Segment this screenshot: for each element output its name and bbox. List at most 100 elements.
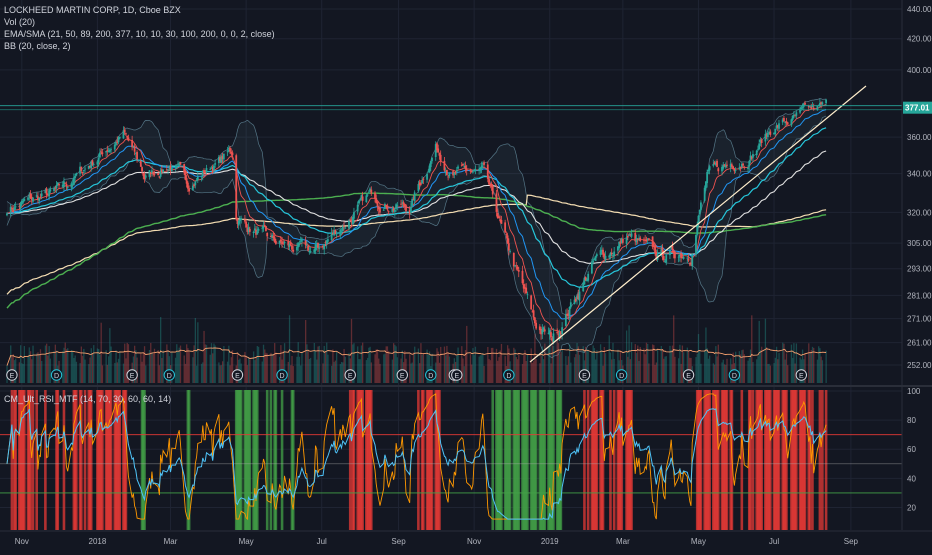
candle-body [298,242,301,244]
rsi-highlight-column [80,390,83,530]
event-marker-label: E [235,373,240,380]
candle-body [521,270,524,284]
volume-bar [22,364,24,383]
price-tick-label: 340.00 [907,170,932,179]
volume-bar [656,349,659,383]
event-marker-circle [425,369,437,381]
rsi-title[interactable]: CM_Ult_RSI_MTF (14, 70, 30, 60, 60, 14) [4,394,172,404]
candle-body [325,240,328,244]
candle-body [647,238,650,240]
candle-body [262,226,265,229]
candle-body [531,311,534,313]
candle-body [645,240,648,241]
candle-body [628,235,630,237]
candle-body [376,201,379,207]
time-tick-label: Sep [844,537,859,546]
volume-bar [334,360,337,383]
candle-body [514,265,516,267]
volume-bar [752,362,754,383]
volume-bar [115,350,117,383]
candle-body [576,296,578,300]
candle-body [324,242,327,243]
bb-upper [6,98,827,317]
rsi-highlight-column [101,390,104,530]
volume-bar [254,360,256,383]
candle-body [498,216,500,219]
candle-body [98,152,101,158]
volume-legend[interactable]: Vol (20) [4,17,36,27]
volume-bar [317,346,319,383]
volume-bar [291,355,293,383]
volume-bar [48,346,50,383]
volume-bar [463,366,465,383]
rsi-highlight-column [83,390,87,530]
event-marker: D [163,369,175,381]
candle-body [365,195,368,203]
candle-body [19,203,22,209]
candle-body [13,207,16,211]
ema-89-line [6,150,827,264]
volume-bar [214,345,216,383]
rsi-highlight-column [352,390,356,530]
volume-bar [695,357,697,383]
rsi-highlight-column [708,390,711,530]
rsi-highlight-column [109,390,113,530]
candle-body [108,149,111,152]
volume-bar [19,345,22,383]
symbol-title[interactable]: LOCKHEED MARTIN CORP, 1D, Cboe BZX [4,5,181,15]
volume-bar [758,320,760,383]
candle-body [12,207,15,211]
volume-bar [524,350,526,383]
candle-body [49,189,52,192]
volume-bar [184,363,187,383]
candle-body [509,251,511,252]
ema-10-line [6,104,827,333]
event-marker: D [50,369,63,381]
candle-body [387,211,390,213]
volume-bar [395,346,397,383]
candle-body [490,183,493,187]
candle-body [367,192,370,194]
candle-body [44,190,47,194]
candle-body [122,130,125,139]
candle-body [96,161,99,165]
volume-bar [647,343,649,383]
rsi-highlight-column [803,390,807,530]
candle-body [717,168,720,172]
volume-bar [783,343,785,383]
candle-body [512,252,515,267]
rsi-highlight-column [740,390,744,530]
volume-bar [192,357,194,383]
volume-bar [446,345,448,383]
rsi-highlight-column [517,390,521,530]
volume-bar [236,353,239,383]
candle-body [240,218,243,220]
volume-bar [774,357,776,383]
ema-legend[interactable]: EMA/SMA (21, 50, 89, 200, 377, 10, 10, 3… [4,29,275,39]
volume-bar [785,353,788,383]
volume-bar [410,363,412,383]
volume-bar [628,325,630,383]
rsi-highlight-column [255,390,259,530]
volume-bar [533,361,535,383]
volume-bar [116,362,118,383]
candle-body [384,204,386,210]
volume-bar [143,346,146,383]
bb-legend[interactable]: BB (20, close, 2) [4,41,71,51]
volume-bar [119,351,121,383]
candle-body [499,219,502,222]
candle-body [318,247,321,249]
volume-bar [495,348,498,383]
volume-bar [89,357,91,383]
volume-bar [629,359,631,383]
volume-bar [200,363,203,383]
volume-bar [820,356,822,383]
candle-body [348,221,350,229]
volume-bar [81,355,84,383]
volume-bar [314,350,317,383]
volume-bar [218,362,220,383]
trend-line[interactable] [0,85,902,363]
volume-bar [697,334,700,383]
